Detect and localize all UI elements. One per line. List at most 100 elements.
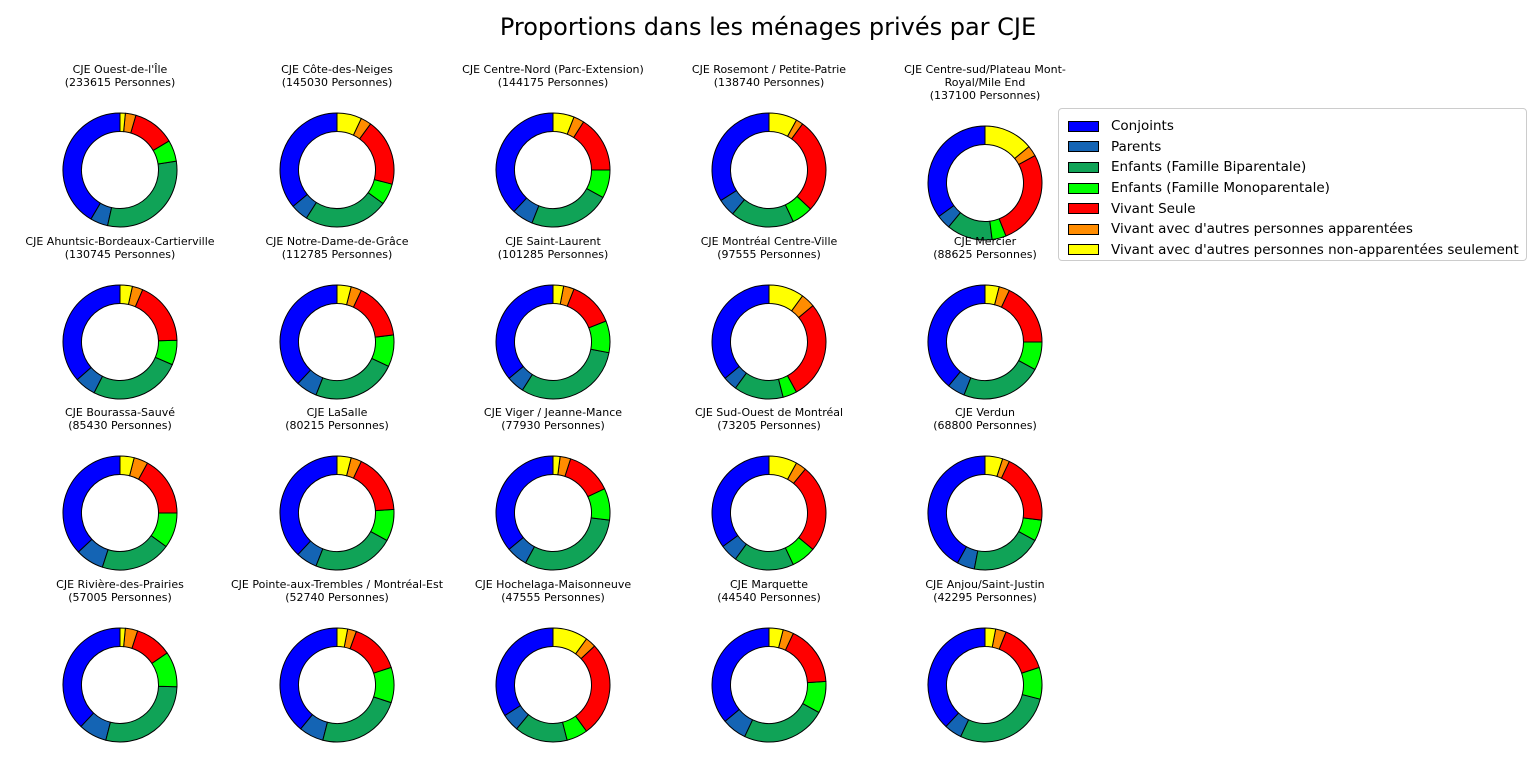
legend-swatch [1068, 161, 1099, 173]
wedge-enfants-biparentale [531, 188, 604, 228]
donut-title: CJE Centre-Nord (Parc-Extension) [462, 63, 644, 76]
wedge-enfants-biparentale [732, 199, 794, 228]
wedge-vivant-seule [564, 458, 606, 498]
donut-ring [62, 284, 178, 400]
donut-cell-3: CJE Centre-Nord (Parc-Extension) (144175… [445, 63, 661, 232]
legend-label: Conjoints [1111, 118, 1174, 135]
donut-title: CJE Viger / Jeanne-Mance [483, 406, 623, 419]
wedge-vivant-seule [998, 155, 1043, 237]
legend-item: Vivant avec d'autres personnes non-appar… [1068, 240, 1526, 261]
donut-cell-4: CJE Rosemont / Petite-Patrie (138740 Per… [661, 63, 877, 232]
wedge-enfants-biparentale [735, 543, 794, 571]
legend-label: Parents [1111, 138, 1162, 155]
donut-population: (68800 Personnes) [933, 419, 1037, 432]
donut-title: CJE Centre-sud/Plateau Mont-Royal/Mile E… [904, 63, 1066, 89]
wedge-vivant-autres-non-apparentees [336, 455, 352, 477]
wedge-conjoints [711, 284, 770, 379]
donut-ring [279, 112, 395, 228]
donut-ring [927, 627, 1043, 743]
donut-population: (47555 Personnes) [501, 591, 605, 604]
wedge-vivant-autres-non-apparentees [984, 455, 1004, 477]
legend-item: Enfants (Famille Monoparentale) [1068, 178, 1526, 199]
donut-cell-6: CJE Ahuntsic-Bordeaux-Cartierville (1307… [12, 235, 228, 404]
donut-title: CJE Montréal Centre-Ville [700, 235, 838, 248]
donut-ring [279, 284, 395, 400]
wedge-conjoints [62, 455, 121, 553]
legend-label: Enfants (Famille Monoparentale) [1111, 180, 1330, 197]
donut-ring [279, 627, 395, 743]
wedge-conjoints [927, 284, 986, 387]
wedge-vivant-autres-non-apparentees [336, 284, 352, 306]
donut-population: (52740 Personnes) [285, 591, 389, 604]
wedge-enfants-biparentale [963, 360, 1036, 400]
donut-ring [711, 284, 827, 400]
donut-title: CJE Pointe-aux-Trembles / Montréal-Est [230, 578, 444, 591]
wedge-vivant-seule [352, 460, 395, 512]
donut-cell-12: CJE LaSalle (80215 Personnes) [229, 406, 445, 575]
wedge-enfants-biparentale [305, 192, 384, 228]
donut-title: CJE Sud-Ouest de Montréal [694, 406, 844, 419]
donut-cell-9: CJE Montréal Centre-Ville (97555 Personn… [661, 235, 877, 404]
wedge-enfants-biparentale [105, 685, 178, 743]
donut-title: CJE Verdun [954, 406, 1016, 419]
legend-label: Enfants (Famille Biparentale) [1111, 159, 1307, 176]
wedge-vivant-autres-non-apparentees [336, 112, 362, 136]
donut-title: CJE Ahuntsic-Bordeaux-Cartierville [25, 235, 215, 248]
donut-population: (88625 Personnes) [933, 248, 1037, 261]
legend: Conjoints Parents Enfants (Famille Bipar… [1058, 108, 1527, 261]
donut-cell-16: CJE Rivière-des-Prairies (57005 Personne… [12, 578, 228, 747]
donut-ring [279, 455, 395, 571]
wedge-vivant-autres-non-apparentees [768, 112, 797, 137]
donut-title: CJE Notre-Dame-de-Grâce [265, 235, 409, 248]
wedge-conjoints [927, 627, 986, 728]
wedge-vivant-seule [352, 289, 395, 338]
donut-population: (77930 Personnes) [501, 419, 605, 432]
wedge-vivant-seule [793, 468, 827, 550]
donut-title: CJE Anjou/Saint-Justin [925, 578, 1045, 591]
wedge-vivant-autres-non-apparentees [768, 455, 797, 480]
legend-item: Parents [1068, 137, 1526, 158]
donut-population: (137100 Personnes) [929, 89, 1041, 102]
donut-title: CJE Hochelaga-Maisonneuve [474, 578, 632, 591]
legend-item: Vivant Seule [1068, 198, 1526, 219]
wedge-enfants-biparentale [322, 696, 392, 743]
wedge-enfants-biparentale [101, 535, 167, 571]
legend-item: Conjoints [1068, 116, 1526, 137]
donut-ring [927, 284, 1043, 400]
wedge-vivant-seule [791, 123, 827, 210]
donut-population: (85430 Personnes) [68, 419, 172, 432]
wedge-conjoints [279, 627, 338, 730]
wedge-conjoints [495, 112, 554, 213]
donut-cell-7: CJE Notre-Dame-de-Grâce (112785 Personne… [229, 235, 445, 404]
donut-cell-19: CJE Marquette (44540 Personnes) [661, 578, 877, 747]
donut-title: CJE Bourassa-Sauvé [64, 406, 176, 419]
donut-ring [62, 455, 178, 571]
donut-cell-2: CJE Côte-des-Neiges (145030 Personnes) [229, 63, 445, 232]
donut-population: (145030 Personnes) [281, 76, 393, 89]
donut-cell-11: CJE Bourassa-Sauvé (85430 Personnes) [12, 406, 228, 575]
wedge-enfants-biparentale [315, 531, 388, 571]
donut-population: (42295 Personnes) [933, 591, 1037, 604]
donut-population: (44540 Personnes) [717, 591, 821, 604]
wedge-vivant-autres-non-apparentees [552, 112, 575, 135]
donut-ring [495, 112, 611, 228]
wedge-vivant-autres-non-apparentees [119, 284, 133, 305]
wedge-vivant-seule [784, 632, 827, 684]
wedge-conjoints [495, 284, 554, 379]
donut-population: (101285 Personnes) [497, 248, 609, 261]
wedge-vivant-seule [134, 289, 178, 342]
donut-ring [927, 455, 1043, 571]
donut-title: CJE Côte-des-Neiges [281, 63, 393, 76]
wedge-conjoints [279, 284, 338, 385]
wedge-enfants-biparentale [744, 703, 820, 743]
donut-ring [711, 627, 827, 743]
wedge-conjoints [927, 455, 986, 564]
wedge-vivant-seule [787, 305, 827, 393]
donut-title: CJE Rivière-des-Prairies [56, 578, 184, 591]
donut-cell-13: CJE Viger / Jeanne-Mance (77930 Personne… [445, 406, 661, 575]
legend-label: Vivant avec d'autres personnes non-appar… [1111, 241, 1519, 258]
legend-swatch [1068, 244, 1099, 256]
donut-cell-20: CJE Anjou/Saint-Justin (42295 Personnes) [877, 578, 1093, 747]
wedge-conjoints [62, 627, 121, 728]
donut-population: (97555 Personnes) [717, 248, 821, 261]
